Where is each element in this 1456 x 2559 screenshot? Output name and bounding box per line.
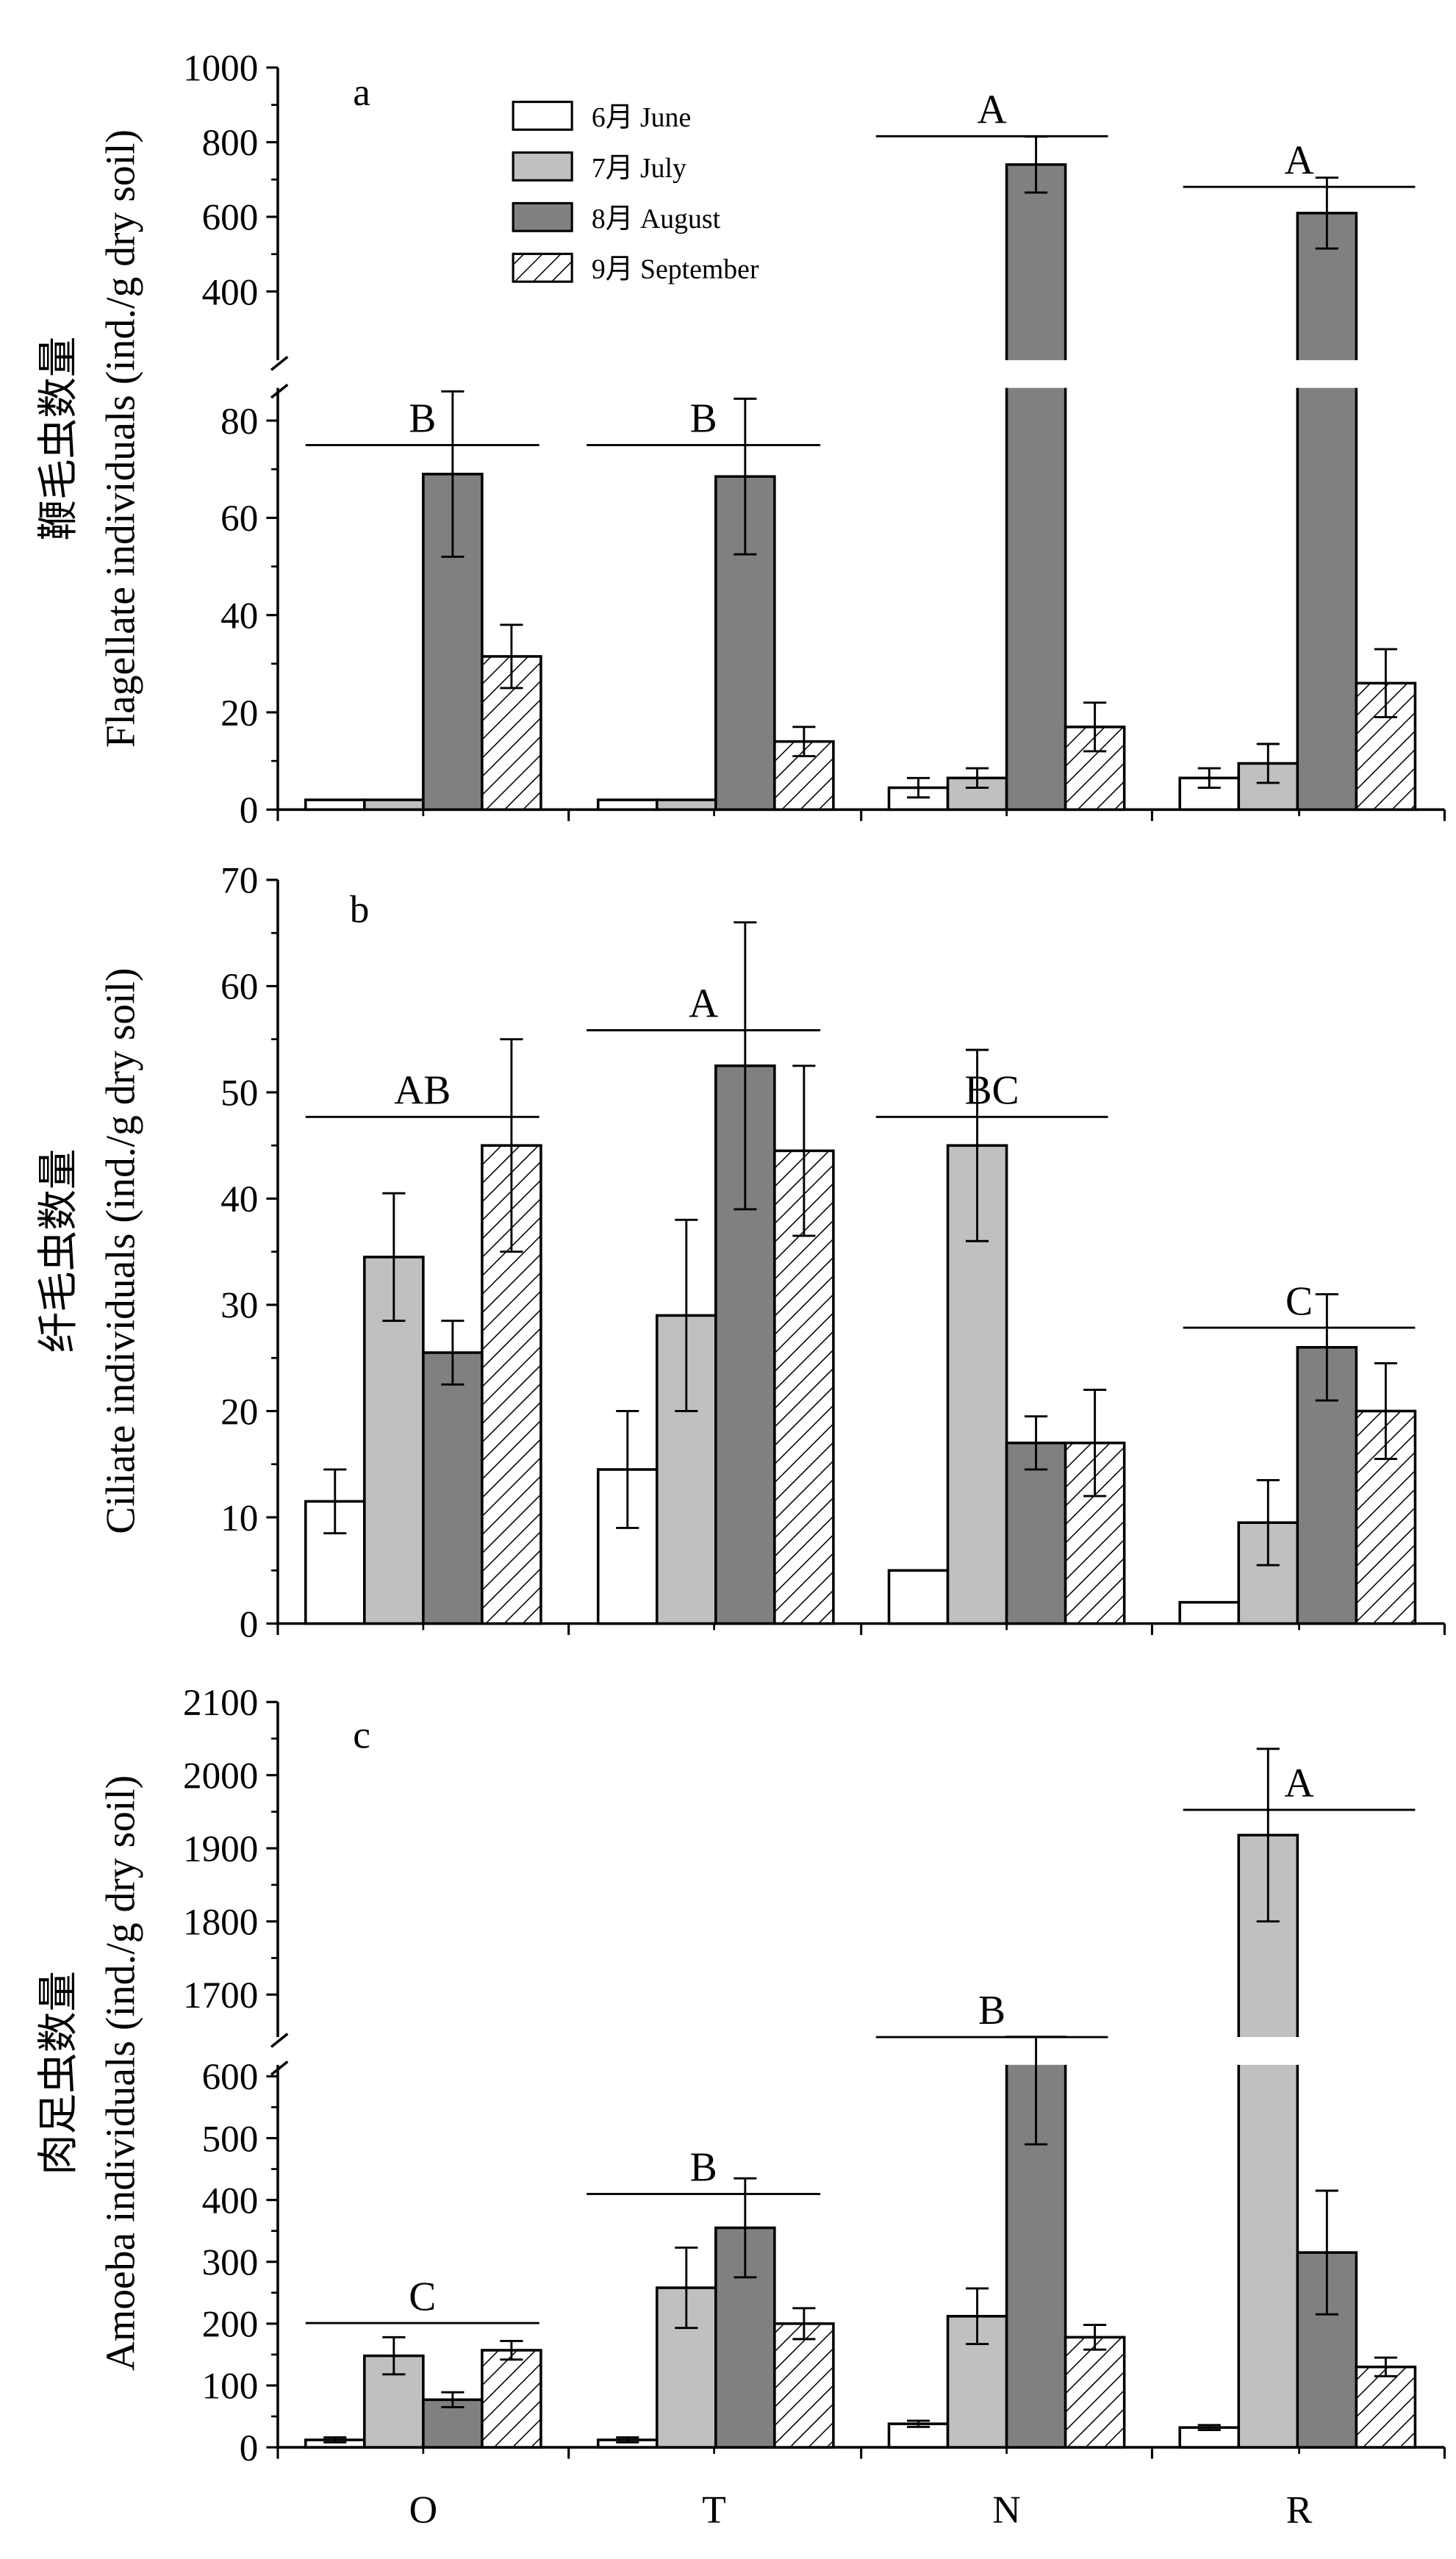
y-tick-label: 30 [220, 1285, 258, 1327]
panel-a-axes: 0 20 40 60 80 400 600 800 1000 [183, 48, 1446, 831]
panel-c-ylabel-en: Amoeba individuals (ind./g dry soil) [98, 1775, 143, 2371]
bar-O-9 [481, 2349, 542, 2449]
y-tick-label: 2100 [183, 1682, 258, 1724]
significance-letter: B [409, 396, 436, 442]
axis-break-mark [270, 2060, 289, 2076]
bar-N-6 [887, 1569, 950, 1625]
y-tick-label: 70 [220, 860, 258, 902]
legend-label: 6月 June [592, 102, 691, 133]
panel-c-letters: C B B A [305, 1761, 1416, 2324]
panel-b-bars [304, 921, 1417, 1625]
panel-a-letters: B B A A [305, 87, 1416, 446]
category-label-T: T [702, 2487, 726, 2531]
bar-T-7 [656, 798, 717, 812]
category-label-O: O [409, 2487, 438, 2531]
panel-a: 0 20 40 60 80 400 600 800 1000 B B A A a 鞭毛虫数量 Flag… [36, 48, 1446, 831]
bar-T-6 [596, 798, 659, 812]
y-tick-label: 1000 [183, 48, 258, 90]
y-tick-label: 60 [220, 966, 258, 1008]
legend-swatch [512, 252, 573, 283]
y-tick-label: 10 [220, 1497, 258, 1539]
legend-swatch [512, 101, 573, 131]
panel-b-tag: b [350, 887, 370, 931]
bar-O-6 [304, 798, 366, 812]
bar-R-8 [1296, 212, 1358, 812]
bar-break-gap [1003, 359, 1069, 388]
y-tick-label: 600 [202, 2056, 259, 2098]
axis-break-mark [270, 2033, 289, 2048]
panel-a-tag: a [353, 70, 370, 114]
panel-a-ylabel-en: Flagellate individuals (ind./g dry soil) [98, 129, 143, 748]
bar-R-7 [1237, 1833, 1299, 2449]
y-tick-label: 80 [220, 401, 258, 443]
bar-R-6 [1178, 1600, 1241, 1625]
bar-T-9 [773, 2322, 835, 2449]
bar-N-8 [1005, 1442, 1067, 1625]
axis-break-mark [270, 383, 289, 399]
y-tick-label: 200 [202, 2304, 259, 2346]
y-tick-label: 50 [220, 1073, 258, 1114]
category-label-N: N [992, 2487, 1021, 2531]
y-tick-label: 400 [202, 2180, 259, 2222]
significance-letter: A [689, 981, 718, 1027]
y-tick-label: 40 [220, 1178, 258, 1220]
legend-label: 9月 September [592, 254, 759, 285]
axis-break-mark [270, 356, 289, 371]
y-tick-label: 300 [202, 2242, 259, 2284]
panel-c-tag: c [353, 1712, 370, 1756]
significance-letter: A [977, 87, 1006, 132]
panel-c-bars [304, 1747, 1417, 2449]
y-tick-label: 600 [202, 197, 259, 239]
legend: 6月 June 7月 July 8月 August 9月 September [512, 101, 759, 285]
y-tick-label: 1900 [183, 1828, 258, 1870]
bar-break-gap [1235, 2037, 1301, 2065]
significance-letter: B [690, 396, 717, 442]
y-tick-label: 0 [240, 1603, 259, 1645]
panel-c-ylabel-cn: 肉足虫数量 [36, 1971, 82, 2175]
y-tick-label: 0 [240, 2427, 259, 2469]
panel-a-ylabel-cn: 鞭毛虫数量 [36, 337, 82, 541]
legend-swatch [512, 201, 573, 232]
bar-R-7 [1237, 1521, 1299, 1625]
bar-N-9 [1064, 2336, 1126, 2449]
y-tick-label: 800 [202, 122, 259, 164]
y-tick-label: 20 [220, 1391, 258, 1433]
category-label-R: R [1286, 2487, 1313, 2531]
legend-label: 8月 August [592, 204, 721, 235]
panel-b-ylabel-cn: 纤毛虫数量 [36, 1149, 82, 1353]
significance-letter: BC [964, 1067, 1019, 1113]
bar-R-9 [1355, 2365, 1417, 2449]
bar-O-7 [363, 798, 425, 812]
legend-label: 7月 July [592, 153, 686, 184]
y-tick-label: 1700 [183, 1975, 258, 2016]
panel-a-bars [304, 135, 1417, 812]
y-tick-label: 1800 [183, 1902, 258, 1944]
y-tick-label: 0 [240, 790, 259, 831]
panel-c: 010020030040050060017001800190020002100 … [36, 1682, 1446, 2469]
bar-N-8 [1005, 163, 1067, 812]
panel-b: 0 10 20 30 40 50 60 70 AB A BC C b 纤毛虫数量 Ciliate i… [36, 860, 1446, 1645]
bar-break-gap [1294, 359, 1360, 388]
significance-letter: A [1284, 137, 1313, 183]
significance-letter: C [409, 2274, 436, 2319]
y-tick-label: 100 [202, 2366, 259, 2408]
legend-swatch [512, 151, 573, 182]
significance-letter: B [690, 2145, 717, 2191]
significance-letter: A [1284, 1761, 1313, 1806]
significance-letter: C [1285, 1278, 1313, 1324]
significance-letter: AB [394, 1067, 451, 1113]
panel-c-axes: 0 100 200 300 400 500 600 1700 1800 1900 2000 2100 [183, 1682, 1446, 2469]
y-tick-label: 400 [202, 271, 259, 313]
significance-letter: B [978, 1988, 1005, 2033]
bar-O-8 [422, 1351, 484, 1625]
panel-b-ylabel-en: Ciliate individuals (ind./g dry soil) [98, 967, 143, 1533]
y-tick-label: 2000 [183, 1755, 258, 1797]
y-tick-label: 40 [220, 595, 258, 637]
y-tick-label: 500 [202, 2118, 259, 2160]
y-tick-label: 60 [220, 498, 258, 540]
y-tick-label: 20 [220, 692, 258, 734]
panel-b-letters: AB A BC C [305, 981, 1416, 1329]
